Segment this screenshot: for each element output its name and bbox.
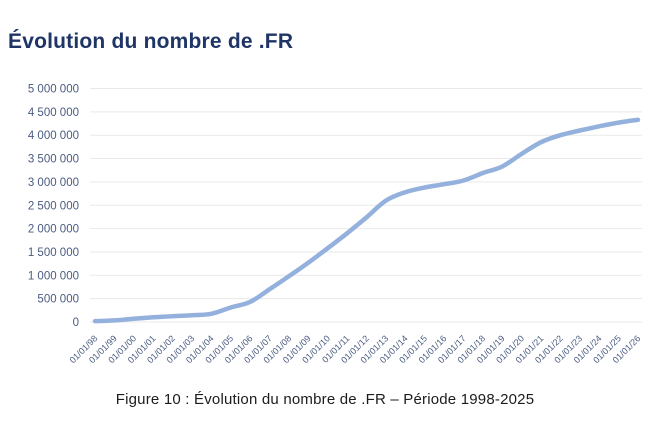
y-axis-tick-label: 2 000 000 bbox=[28, 224, 79, 236]
line-chart: 0 500 000 1 000 000 1 500 000 2 000 000 2 500… bbox=[28, 84, 643, 366]
y-axis-tick-label: 5 000 000 bbox=[28, 84, 79, 96]
y-axis-tick-label: 2 500 000 bbox=[28, 200, 79, 212]
figure-caption: Figure 10 : Évolution du nombre de .FR –… bbox=[115, 391, 535, 408]
y-axis-tick-label: 4 500 000 bbox=[28, 107, 79, 119]
y-axis-tick-label: 3 500 000 bbox=[28, 154, 79, 166]
y-axis-tick-label: 0 bbox=[73, 317, 79, 329]
y-axis-tick-label: 500 000 bbox=[37, 294, 79, 306]
y-axis-tick-label: 4 000 000 bbox=[28, 130, 79, 142]
y-axis-tick-label: 1 500 000 bbox=[28, 247, 79, 259]
chart-title: Évolution du nombre de .FR bbox=[8, 30, 294, 53]
y-axis-tick-label: 1 000 000 bbox=[28, 270, 79, 282]
grid-layer bbox=[90, 88, 642, 323]
y-axis-tick-label: 3 000 000 bbox=[28, 177, 79, 189]
y-axis: 0 500 000 1 000 000 1 500 000 2 000 000 2 500… bbox=[28, 84, 79, 330]
x-axis: 01/01/9801/01/9901/01/0001/01/0101/01/02… bbox=[68, 333, 643, 365]
series-line bbox=[92, 117, 641, 324]
